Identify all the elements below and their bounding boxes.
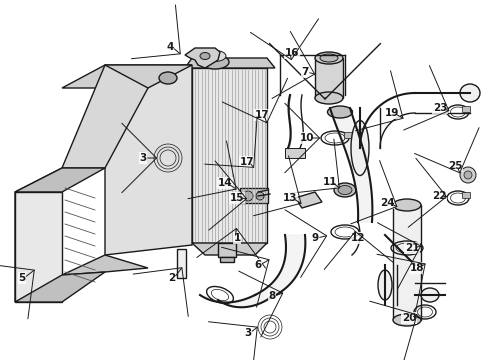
- Polygon shape: [192, 243, 266, 255]
- Polygon shape: [62, 65, 148, 168]
- Text: 3: 3: [139, 153, 146, 163]
- Polygon shape: [184, 48, 220, 68]
- Ellipse shape: [319, 54, 337, 62]
- Bar: [392, 205, 420, 320]
- Polygon shape: [15, 168, 105, 192]
- Ellipse shape: [327, 106, 352, 118]
- Ellipse shape: [201, 55, 228, 69]
- Bar: [240, 188, 267, 203]
- Polygon shape: [15, 168, 62, 302]
- Ellipse shape: [350, 121, 368, 175]
- Text: 1: 1: [233, 233, 240, 243]
- Text: 14: 14: [217, 178, 232, 188]
- Text: 24: 24: [379, 198, 393, 208]
- Text: 10: 10: [299, 133, 314, 143]
- Polygon shape: [294, 192, 321, 208]
- Text: 13: 13: [282, 193, 297, 203]
- Polygon shape: [184, 58, 274, 68]
- Text: 15: 15: [229, 193, 244, 203]
- Circle shape: [243, 191, 252, 201]
- Text: 18: 18: [409, 263, 424, 273]
- Polygon shape: [192, 68, 266, 243]
- Polygon shape: [329, 108, 372, 222]
- Text: 23: 23: [432, 103, 447, 113]
- Text: 25: 25: [447, 161, 461, 171]
- Text: 17: 17: [254, 110, 269, 120]
- Text: 11: 11: [322, 177, 337, 187]
- Circle shape: [256, 192, 264, 200]
- Polygon shape: [177, 249, 185, 278]
- Bar: [461, 192, 469, 198]
- Text: 12: 12: [350, 233, 365, 243]
- Text: 22: 22: [431, 191, 446, 201]
- Polygon shape: [62, 255, 148, 275]
- Ellipse shape: [200, 53, 209, 59]
- Text: 20: 20: [401, 313, 415, 323]
- Text: 21: 21: [404, 243, 418, 253]
- Polygon shape: [62, 65, 192, 88]
- Bar: [285, 148, 305, 158]
- Bar: [461, 106, 469, 112]
- Ellipse shape: [203, 50, 225, 62]
- Bar: [220, 257, 234, 262]
- Ellipse shape: [314, 52, 342, 64]
- Text: 17: 17: [239, 157, 254, 167]
- Ellipse shape: [377, 270, 391, 300]
- Text: 5: 5: [19, 273, 25, 283]
- Text: 16: 16: [284, 48, 299, 58]
- Polygon shape: [15, 192, 62, 302]
- Polygon shape: [15, 272, 105, 302]
- Text: 7: 7: [301, 67, 308, 77]
- Bar: [218, 243, 236, 257]
- Polygon shape: [105, 65, 192, 255]
- Text: 4: 4: [166, 42, 173, 52]
- Text: 3: 3: [244, 328, 251, 338]
- Text: 6: 6: [254, 260, 261, 270]
- Text: 2: 2: [168, 273, 175, 283]
- Ellipse shape: [333, 183, 355, 197]
- Circle shape: [459, 167, 475, 183]
- Text: 8: 8: [268, 291, 275, 301]
- Text: 9: 9: [311, 233, 318, 243]
- Bar: [343, 132, 351, 138]
- Ellipse shape: [459, 84, 479, 102]
- Ellipse shape: [159, 72, 177, 84]
- Ellipse shape: [420, 288, 438, 302]
- Polygon shape: [200, 235, 305, 307]
- Ellipse shape: [392, 199, 420, 211]
- Ellipse shape: [337, 185, 351, 194]
- Bar: [314, 58, 342, 98]
- Text: 19: 19: [384, 108, 398, 118]
- Ellipse shape: [314, 92, 342, 104]
- Ellipse shape: [392, 314, 420, 326]
- Circle shape: [463, 171, 471, 179]
